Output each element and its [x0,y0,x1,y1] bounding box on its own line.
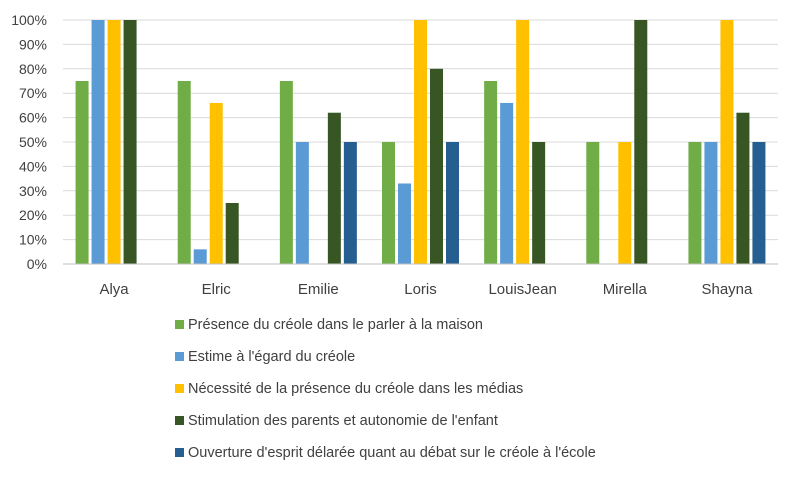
bar [500,102,514,265]
bar [107,20,121,264]
bar [430,68,443,264]
y-tick-label: 50% [19,134,47,150]
bar [516,20,530,264]
legend-entry: Estime à l'égard du créole [175,349,355,365]
bar [398,183,411,264]
bar [343,142,357,264]
bar [704,142,718,264]
bar [532,142,546,264]
bar [720,20,734,264]
legend-label: Estime à l'égard du créole [188,349,355,365]
bar [414,20,427,264]
bar [752,142,766,264]
bar [279,81,293,264]
bar [736,112,750,264]
legend-entry: Stimulation des parents et autonomie de … [175,413,498,429]
legend-entry: Nécessité de la présence du créole dans … [175,381,523,397]
y-tick-label: 0% [27,256,47,272]
bar [75,81,89,264]
x-tick-label: Loris [404,281,437,298]
legend-label: Présence du créole dans le parler à la m… [188,317,483,333]
bar [634,20,648,264]
y-tick-label: 30% [19,183,47,199]
y-tick-label: 100% [11,12,47,28]
bar [688,142,702,264]
bar [618,142,632,264]
legend-swatch [175,320,184,329]
legend-entry: Présence du créole dans le parler à la m… [175,317,483,333]
bar [586,142,600,264]
bar [446,142,459,264]
legend-swatch [175,352,184,361]
y-tick-label: 70% [19,85,47,101]
y-tick-label: 40% [19,158,47,174]
bars [75,20,766,265]
y-tick-label: 10% [19,232,47,248]
legend-label: Ouverture d'esprit délarée quant au déba… [188,445,596,461]
y-tick-label: 80% [19,61,47,77]
x-tick-label: Alya [99,281,129,298]
legend-swatch [175,416,184,425]
bar [382,142,395,264]
x-tick-label: Mirella [603,281,648,298]
bar [484,81,498,264]
bar [209,102,223,265]
legend-label: Nécessité de la présence du créole dans … [188,381,523,397]
x-tick-label: Emilie [298,281,339,298]
bar [91,20,105,264]
x-tick-label: Elric [202,281,232,298]
legend-swatch [175,448,184,457]
legend-label: Stimulation des parents et autonomie de … [188,413,498,429]
x-tick-label: Shayna [701,281,753,298]
y-axis-ticks: 0% 10% 20% 30% 40% 50% 60% 70% 80% 90% 100% [11,12,47,272]
y-tick-label: 20% [19,207,47,223]
bar [123,20,137,264]
y-tick-label: 90% [19,36,47,52]
bar [327,112,341,264]
bar [225,203,239,264]
bar [193,249,207,264]
x-tick-label: LouisJean [488,281,556,298]
legend-entry: Ouverture d'esprit délarée quant au déba… [175,445,596,461]
legend-swatch [175,384,184,393]
x-axis-ticks: Alya Elric Emilie Loris LouisJean Mirella Shay… [99,281,753,298]
legend: Présence du créole dans le parler à la m… [175,317,596,461]
bar [177,81,191,264]
y-tick-label: 60% [19,110,47,126]
bar [295,142,309,264]
